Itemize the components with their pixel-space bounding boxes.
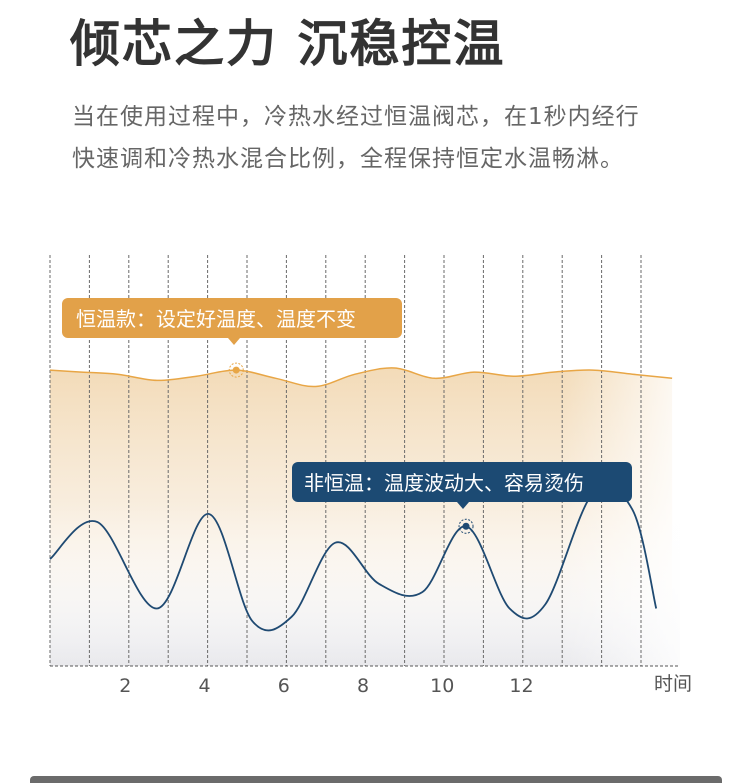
- constant-temperature-line: [49, 367, 673, 388]
- description-text: 当在使用过程中，冷热水经过恒温阀芯，在1秒内经行快速调和冷热水混合比例，全程保持…: [72, 104, 640, 172]
- non-constant-temperature-line: [49, 485, 658, 632]
- non-constant-temperature-callout: 非恒温：温度波动大、容易烫伤: [292, 462, 632, 509]
- marker-halo: [228, 362, 244, 378]
- x-tick-label: 8: [357, 675, 369, 697]
- x-axis-label: 时间: [654, 673, 692, 695]
- non-constant-temperature-marker: [458, 518, 474, 534]
- marker-dot: [462, 522, 470, 530]
- bottom-edge-bar: [30, 776, 722, 783]
- temperature-comparison-chart: 2 4 6 8 10 12 时间 恒温款：设定好温度、温度不变 非恒温：温度波动大、容易烫…: [49, 255, 692, 697]
- x-tick-label: 4: [198, 675, 210, 697]
- constant-temperature-area: [50, 367, 673, 666]
- x-tick-label: 12: [509, 675, 533, 697]
- x-tick-labels: 2 4 6 8 10 12: [119, 675, 533, 697]
- constant-temperature-marker: [228, 362, 244, 378]
- constant-temperature-label: 恒温款：设定好温度、温度不变: [76, 307, 356, 331]
- marker-halo: [458, 518, 474, 534]
- constant-temperature-callout: 恒温款：设定好温度、温度不变: [62, 298, 402, 345]
- marker-dot: [232, 366, 240, 374]
- x-tick-label: 10: [430, 675, 454, 697]
- x-tick-label: 6: [278, 675, 290, 697]
- x-tick-label: 2: [119, 675, 131, 697]
- non-constant-temperature-label: 非恒温：温度波动大、容易烫伤: [304, 471, 584, 495]
- page-title: 倾芯之力 沉稳控温: [70, 15, 506, 73]
